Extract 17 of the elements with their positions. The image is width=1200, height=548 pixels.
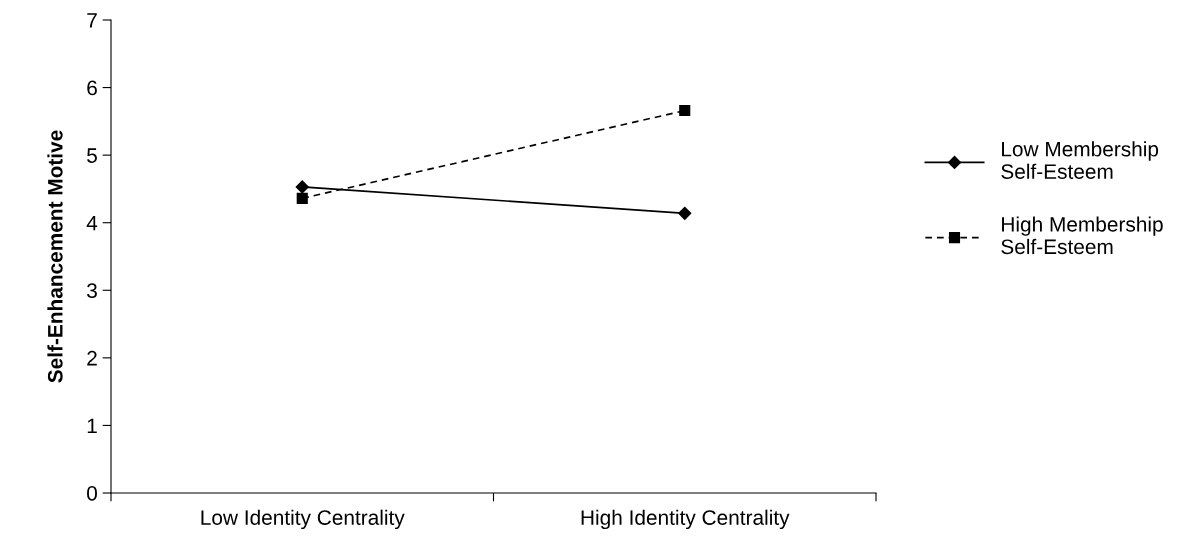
point [296, 192, 308, 204]
legend-label: High Membership Self-Esteem [1001, 216, 1163, 255]
point [295, 180, 309, 194]
y-tick-label: 1 [87, 418, 97, 433]
point [678, 206, 692, 220]
y-tick-label: 0 [87, 486, 97, 501]
y-axis-title: Self-Enhancement Motive [47, 130, 63, 383]
y-tick-label: 2 [87, 350, 97, 366]
x-tick-label: High Identity Centrality [581, 509, 790, 530]
x-tick-label: Low Identity Centrality [201, 509, 405, 530]
legend-label: Low Membership Self-Esteem [1001, 141, 1159, 179]
y-tick-label: 3 [87, 283, 97, 299]
y-tick-label: 4 [86, 215, 98, 231]
y-tick-label: 6 [87, 80, 97, 96]
y-tick-label: 7 [87, 13, 97, 28]
y-tick-label: 5 [87, 148, 97, 163]
point [679, 104, 691, 117]
